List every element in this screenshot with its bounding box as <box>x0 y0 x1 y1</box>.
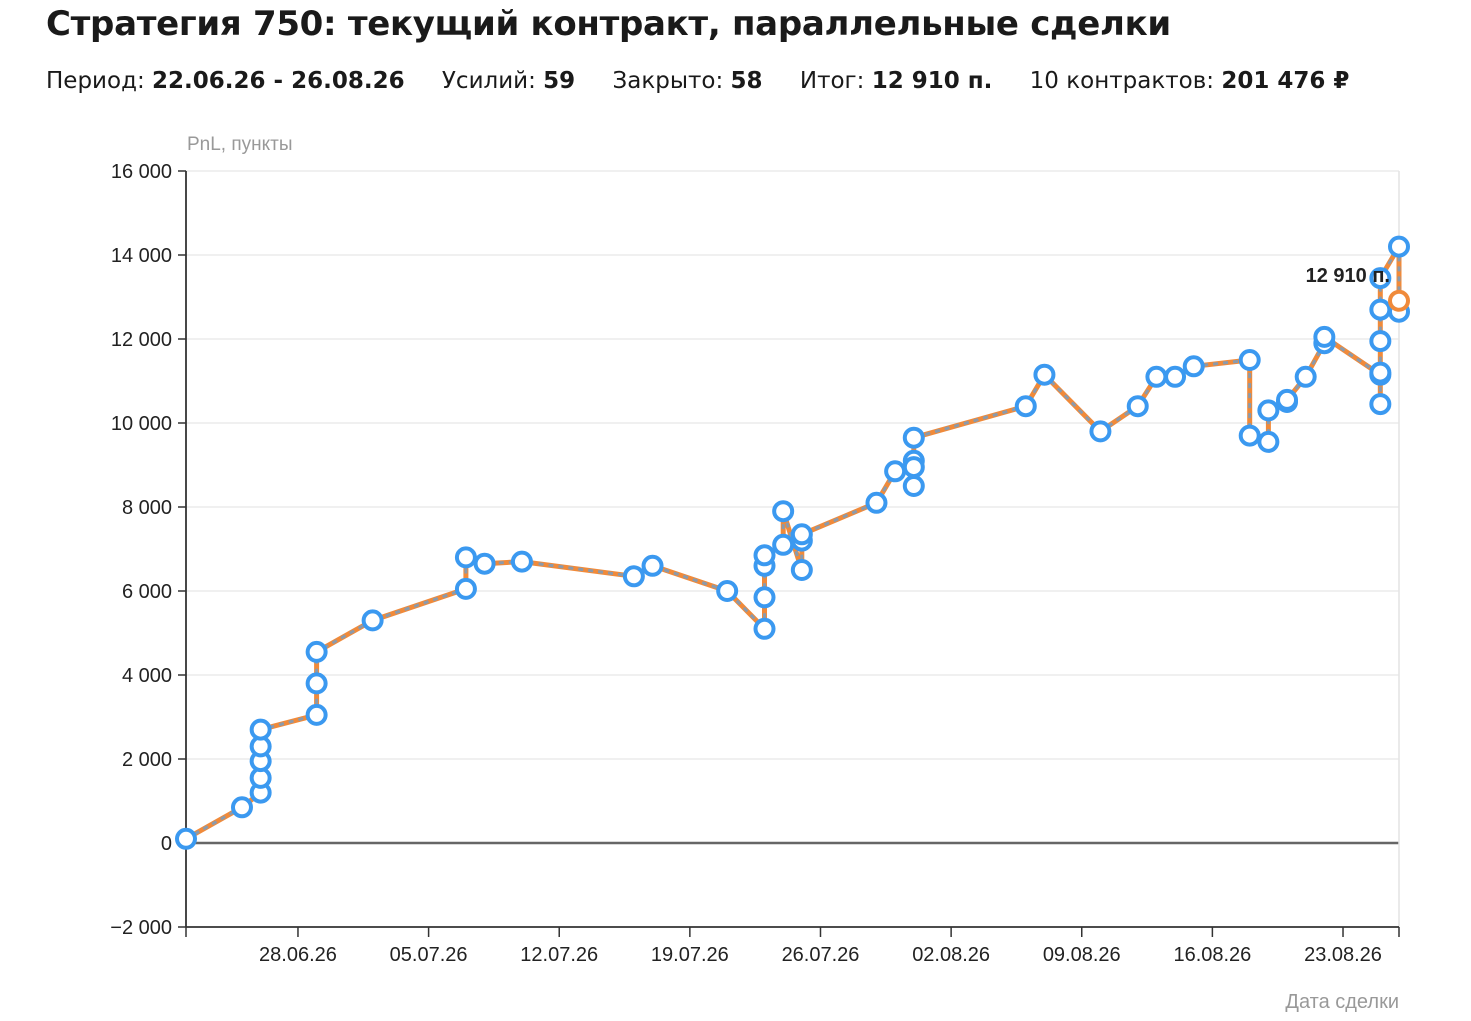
y-tick-label: 2 000 <box>122 749 172 771</box>
closed-deal-point <box>884 460 907 483</box>
closed-deal-point <box>230 796 253 819</box>
closed-deal-point <box>1182 355 1205 378</box>
x-tick-label: 26.07.26 <box>782 944 860 966</box>
stat-attempts: Усилий: 59 <box>441 68 576 94</box>
closed-deal-point <box>1369 393 1392 416</box>
stat-closed: Закрыто: 58 <box>612 68 763 94</box>
closed-deal-point <box>790 523 813 546</box>
closed-deal-point <box>1257 430 1280 453</box>
x-tick-label: 23.08.26 <box>1304 944 1382 966</box>
closed-deal-point <box>716 580 739 602</box>
closed-deal-point <box>454 546 477 569</box>
closed-deal-point <box>1033 363 1056 386</box>
closed-deal-point <box>305 640 328 663</box>
y-tick-label: 6 000 <box>122 581 172 603</box>
x-tick-label: 28.06.26 <box>259 944 337 966</box>
closed-deal-point <box>1388 235 1410 258</box>
y-tick-label: 16 000 <box>111 161 172 183</box>
closed-deal-point <box>753 586 776 609</box>
closed-deal-point <box>1145 365 1168 388</box>
x-tick-label: 19.07.26 <box>651 944 729 966</box>
closed-deal-point <box>902 475 925 497</box>
x-tick-label: 05.07.26 <box>390 944 468 966</box>
chart-title: Стратегия 750: текущий контракт, паралле… <box>46 4 1171 44</box>
y-tick-label: 4 000 <box>122 665 172 687</box>
closed-deal-point <box>1369 361 1392 384</box>
closed-deal-point <box>473 552 496 575</box>
y-axis-label: PnL, пункты <box>187 134 293 155</box>
closed-deal-point <box>1369 298 1392 321</box>
plot-area: 12 910 п. <box>175 235 1410 850</box>
closed-deal-point <box>790 559 813 581</box>
closed-deal-point <box>1238 349 1261 371</box>
closed-deal-point <box>1089 420 1112 443</box>
closed-deal-point <box>1276 388 1299 411</box>
closed-deal-point <box>1014 395 1037 418</box>
x-axis-label: Дата сделки <box>1285 991 1399 1013</box>
final-pnl-annotation: 12 910 п. <box>1306 265 1390 287</box>
y-tick-label: 8 000 <box>122 497 172 519</box>
open-position-point <box>1388 289 1410 312</box>
x-tick-label: 02.08.26 <box>912 944 990 966</box>
closed-deal-point <box>753 544 776 567</box>
x-tick-label: 12.07.26 <box>520 944 598 966</box>
closed-deal-point <box>902 456 925 479</box>
closed-deal-point <box>305 672 328 695</box>
y-tick-label: 14 000 <box>111 245 172 267</box>
closed-deal-point <box>1369 267 1392 290</box>
x-tick-label: 09.08.26 <box>1043 944 1121 966</box>
closed-deal-point <box>454 577 477 600</box>
closed-deal-point <box>1294 365 1317 388</box>
stat-contracts-10: 10 контрактов: 201 476 ₽ <box>1029 68 1350 94</box>
closed-deal-point <box>175 827 197 850</box>
closed-deal-point <box>1313 325 1336 348</box>
closed-deal-point <box>361 609 384 632</box>
stat-period: Период: 22.06.26 - 26.08.26 <box>46 68 405 94</box>
y-tick-label: 0 <box>161 833 172 855</box>
y-tick-label: 10 000 <box>111 413 172 435</box>
closed-deal-point <box>622 565 645 588</box>
closed-deal-point <box>1238 424 1261 447</box>
closed-deal-point <box>641 554 664 577</box>
closed-deal-point <box>1164 365 1187 388</box>
closed-deal-point <box>1257 399 1280 422</box>
closed-deal-point <box>865 491 888 514</box>
closed-deal-point <box>902 426 925 449</box>
closed-deal-point <box>510 550 533 573</box>
y-tick-label: 12 000 <box>111 329 172 351</box>
y-tick-label: −2 000 <box>110 917 172 939</box>
closed-deal-point <box>1126 395 1149 418</box>
stat-total: Итог: 12 910 п. <box>799 68 993 94</box>
closed-deal-point <box>772 500 795 523</box>
closed-deal-point <box>305 703 328 726</box>
closed-deal-point <box>249 718 272 741</box>
closed-deal-point <box>753 617 776 640</box>
summary-stats: Период: 22.06.26 - 26.08.26 Усилий: 59 З… <box>46 68 1379 94</box>
axes: −2 000 0 2 000 4 000 6 000 8 000 10 000 12 000 1… <box>110 161 1400 966</box>
x-tick-label: 16.08.26 <box>1173 944 1251 966</box>
closed-deal-point <box>1369 330 1392 353</box>
closed-deal-point <box>772 533 795 556</box>
